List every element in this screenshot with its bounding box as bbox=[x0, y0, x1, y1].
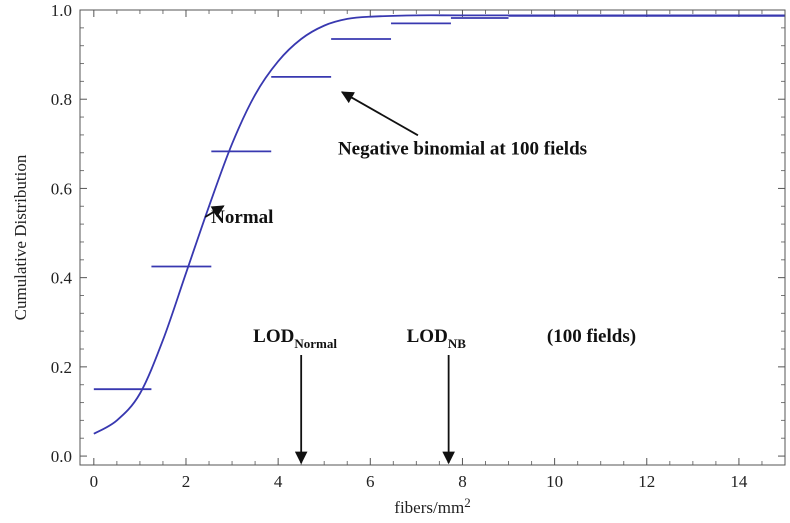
annotation-negative-binomial: Negative binomial at 100 fields bbox=[338, 138, 587, 159]
lod-label: LODNB bbox=[407, 326, 467, 351]
annotation-normal-arrow bbox=[204, 205, 225, 218]
y-tick-label: 0.2 bbox=[51, 358, 72, 377]
lod-label-main: LOD bbox=[407, 326, 448, 347]
x-tick-label: 6 bbox=[366, 472, 375, 491]
x-tick-label: 4 bbox=[274, 472, 283, 491]
y-tick-label: 0.0 bbox=[51, 447, 72, 466]
x-tick-label: 14 bbox=[730, 472, 748, 491]
lod-label-subscript: NB bbox=[448, 336, 466, 351]
x-axis-title-superscript: 2 bbox=[464, 495, 471, 510]
y-tick-label: 0.6 bbox=[51, 179, 72, 198]
lod-label: LODNormal bbox=[253, 326, 337, 351]
x-axis-title-text: fibers/mm bbox=[394, 498, 464, 517]
lod-note: (100 fields) bbox=[547, 326, 636, 347]
y-tick-label: 1.0 bbox=[51, 1, 72, 20]
annotation-normal: Normal bbox=[211, 207, 273, 228]
x-tick-label: 0 bbox=[90, 472, 99, 491]
y-axis-title: Cumulative Distribution bbox=[11, 154, 30, 320]
x-tick-label: 10 bbox=[546, 472, 563, 491]
x-tick-label: 2 bbox=[182, 472, 191, 491]
x-tick-label: 12 bbox=[638, 472, 655, 491]
plot-frame bbox=[79, 9, 786, 466]
axis-ticks bbox=[80, 9, 786, 465]
series-layer bbox=[93, 14, 785, 435]
x-axis-title: fibers/mm2 bbox=[394, 495, 470, 517]
y-tick-label: 0.8 bbox=[51, 90, 72, 109]
y-tick-label: 0.4 bbox=[51, 269, 73, 288]
y-tick-labels: 0.0 0.2 0.4 0.6 0.8 1.0 bbox=[51, 1, 73, 466]
lod-label-main: LOD bbox=[253, 326, 294, 347]
annotation-negative-binomial-arrow bbox=[340, 91, 419, 137]
lod-label-subscript: Normal bbox=[294, 336, 337, 351]
x-tick-label: 8 bbox=[458, 472, 467, 491]
annotations: Normal Negative binomial at 100 fields LOD… bbox=[204, 91, 636, 465]
x-tick-labels: 0 2 4 6 8 10 12 14 bbox=[90, 472, 748, 491]
normal-cdf-curve bbox=[93, 14, 785, 435]
